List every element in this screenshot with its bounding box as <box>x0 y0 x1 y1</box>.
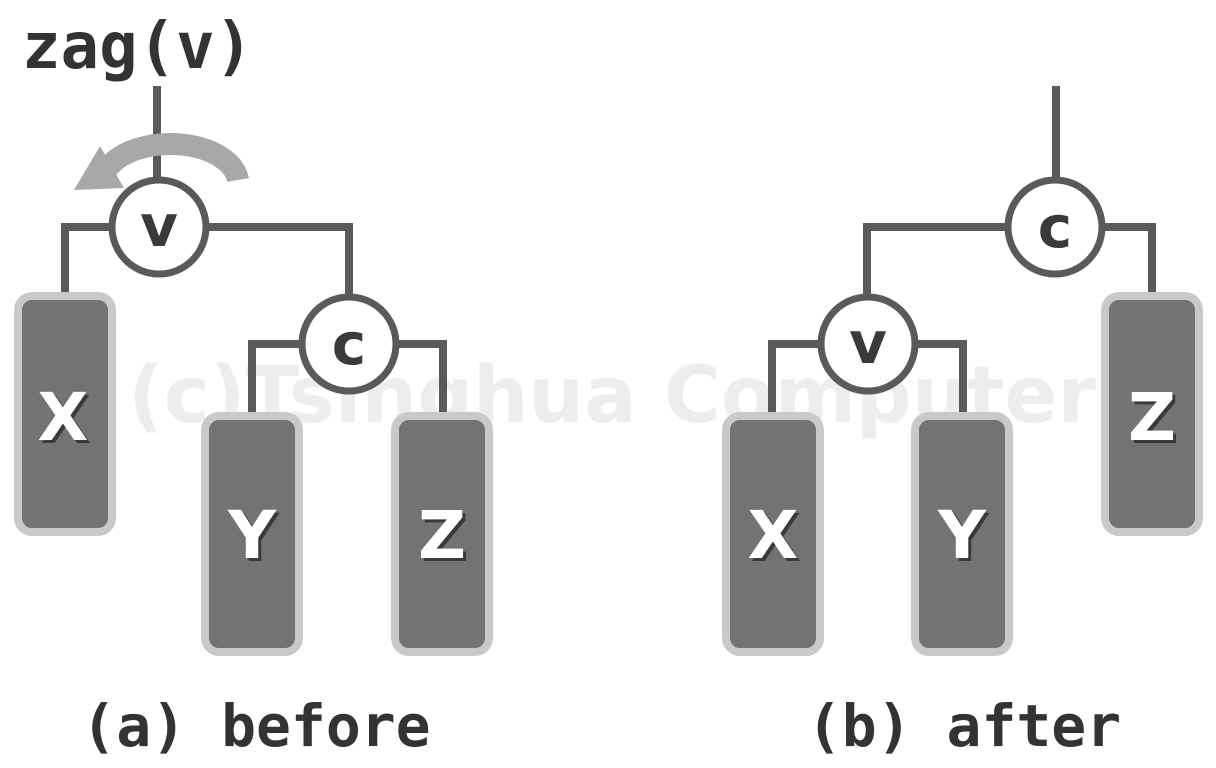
svg-text:Y: Y <box>230 500 280 577</box>
caption-before: (a) before <box>81 692 430 760</box>
subtree-y-label: Y <box>937 497 987 574</box>
subtree-x-label: X <box>748 497 799 574</box>
node-v-label: v <box>849 309 887 377</box>
edge-v-y-after <box>912 340 967 418</box>
subtree-y-before: Y Y <box>201 412 303 656</box>
svg-text:X: X <box>751 500 802 577</box>
svg-text:Y: Y <box>940 500 990 577</box>
node-c-before: c <box>298 293 400 395</box>
subtree-z-label: Z <box>418 497 466 574</box>
node-c-label: c <box>1038 193 1072 261</box>
edge-v-x-after <box>768 340 824 418</box>
subtree-z-label: Z <box>1128 379 1176 456</box>
edge-c-v-after <box>863 223 1010 300</box>
diagram-title: zag(v) <box>22 10 253 84</box>
edge-c-z-before <box>394 340 447 418</box>
node-v-after: v <box>817 293 919 395</box>
node-v-before: v <box>108 176 210 278</box>
subtree-z-after: Z Z <box>1101 292 1203 536</box>
svg-text:X: X <box>41 382 92 459</box>
node-v-label: v <box>140 192 178 260</box>
node-c-label: c <box>332 310 366 378</box>
subtree-x-before: X X <box>14 292 116 536</box>
subtree-y-after: Y Y <box>911 412 1013 656</box>
subtree-x-label: X <box>38 379 89 456</box>
edge-c-y-before <box>248 340 304 418</box>
panel-before: X X Y Y Z Z v c (a) before <box>14 86 493 760</box>
panel-after: X X Y Y Z Z c v (b) after <box>722 86 1203 760</box>
edge-v-c-before <box>205 223 353 300</box>
subtree-z-before: Z Z <box>391 412 493 656</box>
node-c-after: c <box>1004 176 1106 278</box>
caption-after: (b) after <box>807 692 1121 760</box>
edge-v-x-before <box>61 223 112 298</box>
subtree-y-label: Y <box>227 497 277 574</box>
edge-c-z-after <box>1100 223 1156 298</box>
subtree-x-after: X X <box>722 412 824 656</box>
rotation-arrow-icon <box>74 132 249 190</box>
svg-text:Z: Z <box>1131 382 1179 459</box>
svg-text:Z: Z <box>421 500 469 577</box>
